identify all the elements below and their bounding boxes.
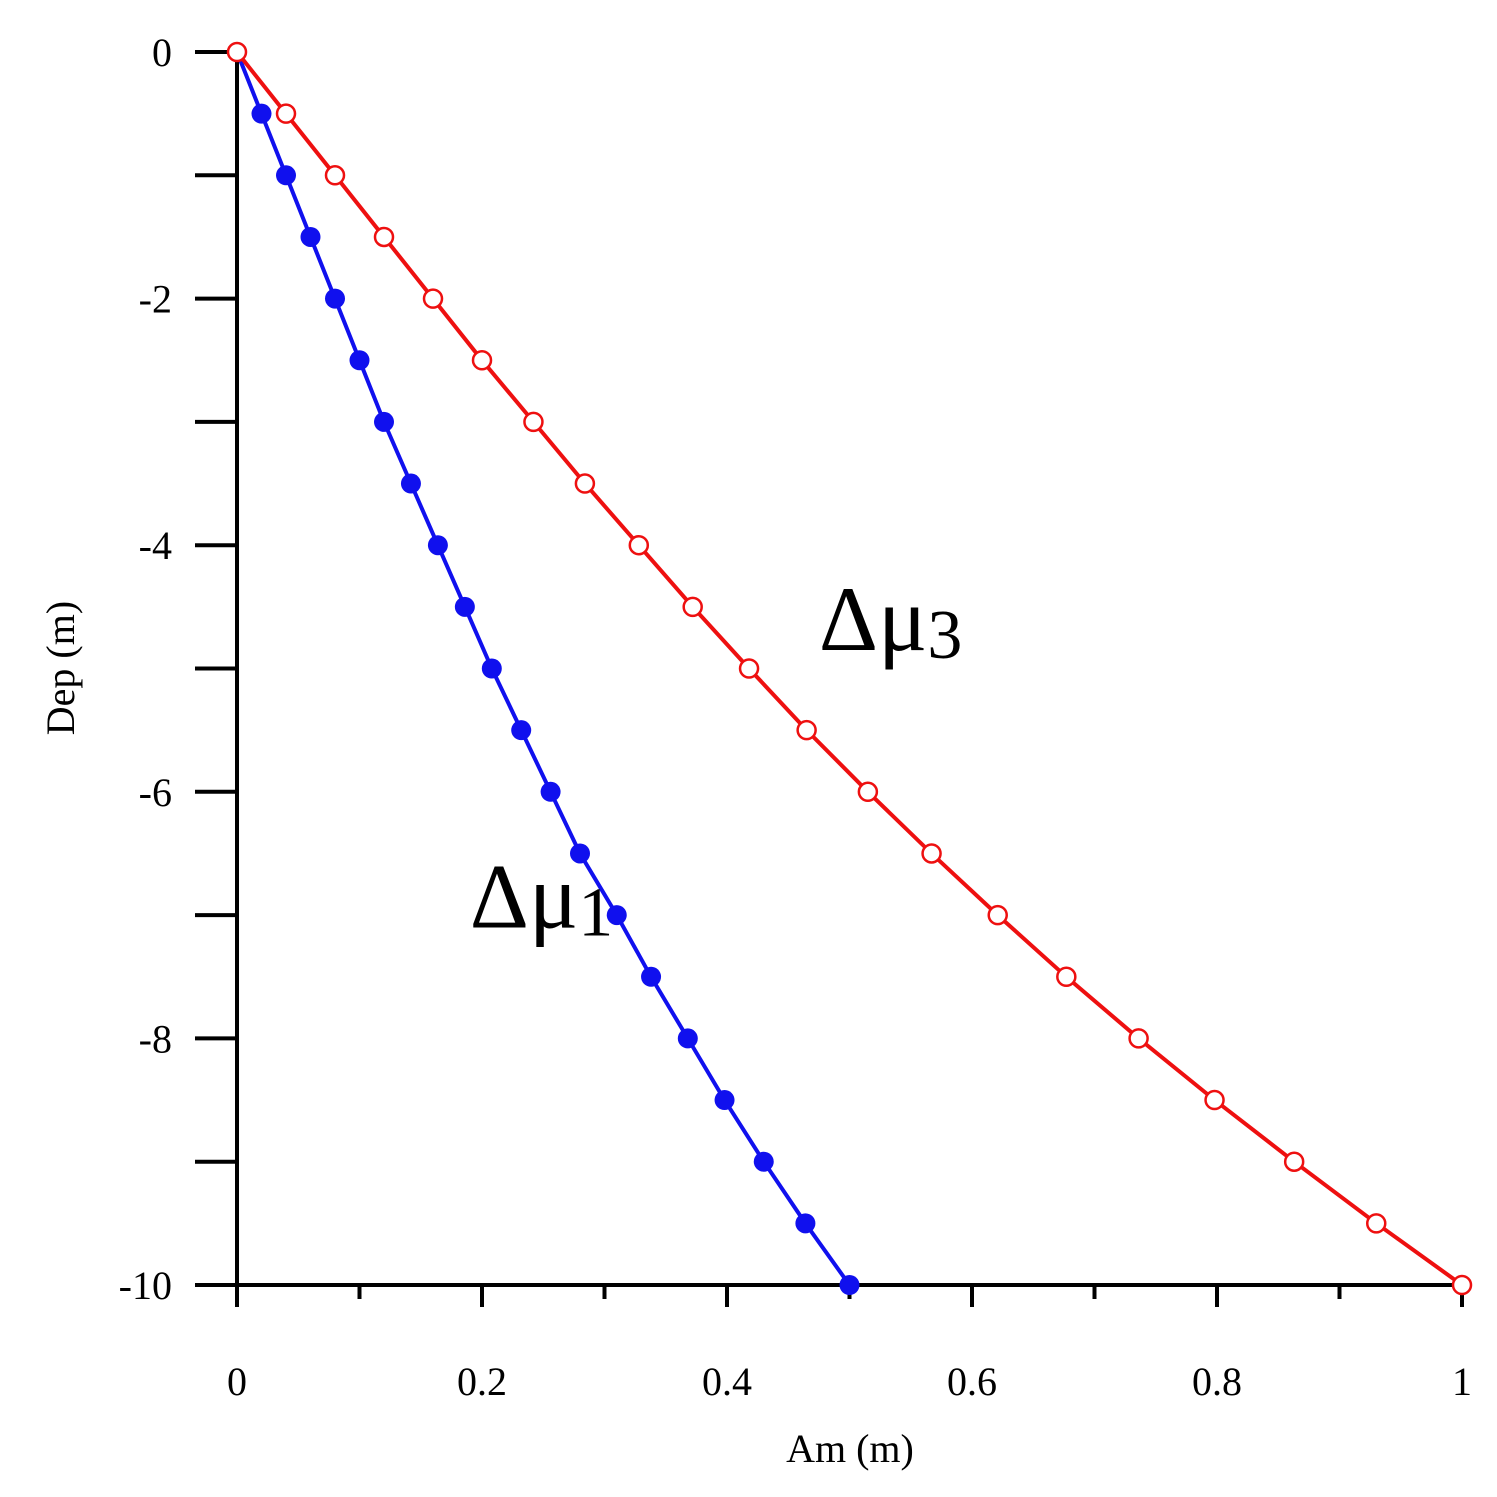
data-point (677, 1028, 698, 1049)
data-point (400, 473, 421, 494)
data-point (373, 226, 395, 248)
data-point (1366, 1213, 1387, 1234)
data-point (714, 1090, 735, 1111)
data-point (1128, 1028, 1149, 1049)
y-tick-label: -4 (139, 523, 172, 568)
data-point (300, 226, 321, 247)
data-point (987, 904, 1008, 926)
data-point (349, 350, 370, 371)
series-label-delta-mu-1: Δμ1 (470, 845, 614, 951)
data-point (570, 843, 590, 864)
x-tick-label: 0.2 (457, 1359, 507, 1404)
data-point (511, 720, 532, 741)
x-tick-label: 0.8 (1192, 1359, 1242, 1404)
y-tick-label: -2 (139, 277, 172, 322)
data-point (857, 781, 879, 803)
data-point (275, 103, 297, 124)
plot-area: 0 -2 -4 -6 -8 -10 0 0.2 0.4 0.6 0.8 1 Δμ1 Δμ3 (119, 30, 1473, 1404)
series-label-delta-mu-3: Δμ3 (819, 568, 963, 674)
data-point (628, 534, 650, 556)
data-point (324, 165, 346, 186)
data-point (1283, 1151, 1305, 1172)
x-axis-ticks: 0 0.2 0.4 0.6 0.8 1 (227, 1285, 1472, 1404)
data-point (753, 1151, 774, 1172)
y-tick-label: -10 (119, 1263, 172, 1308)
series-1 (227, 42, 860, 1295)
data-point (1056, 966, 1077, 987)
data-point (540, 781, 561, 802)
data-point (839, 1275, 860, 1295)
data-point (226, 41, 248, 63)
y-axis-ticks: 0 -2 -4 -6 -8 -10 (119, 30, 237, 1308)
data-point (481, 658, 502, 679)
data-point (325, 288, 345, 309)
series-2 (226, 41, 1473, 1296)
x-axis-title: Am (m) (786, 1426, 914, 1471)
data-point (1451, 1274, 1473, 1296)
data-point (682, 596, 703, 618)
data-point (1204, 1089, 1225, 1111)
data-point (374, 411, 394, 432)
y-tick-label: -6 (139, 770, 172, 815)
data-point (574, 473, 596, 494)
data-point (427, 535, 448, 556)
y-tick-label: -8 (139, 1016, 172, 1061)
x-tick-label: 0 (227, 1359, 247, 1404)
x-tick-label: 0.6 (947, 1359, 997, 1404)
y-axis-title: Dep (m) (38, 601, 83, 735)
x-tick-label: 1 (1452, 1359, 1472, 1404)
data-point (454, 596, 475, 617)
data-point (606, 905, 627, 926)
data-point (641, 966, 662, 987)
y-tick-label: 0 (152, 30, 172, 75)
data-point (276, 165, 296, 186)
data-point (422, 288, 444, 309)
data-point (738, 658, 760, 679)
x-tick-label: 0.4 (702, 1359, 752, 1404)
data-point (921, 843, 942, 864)
data-point (471, 350, 493, 371)
data-point (795, 1213, 816, 1234)
data-point (251, 103, 272, 124)
series-layer (226, 41, 1473, 1296)
data-point (523, 411, 544, 433)
data-point (796, 719, 817, 741)
annotations: Δμ1 Δμ3 (470, 568, 963, 951)
